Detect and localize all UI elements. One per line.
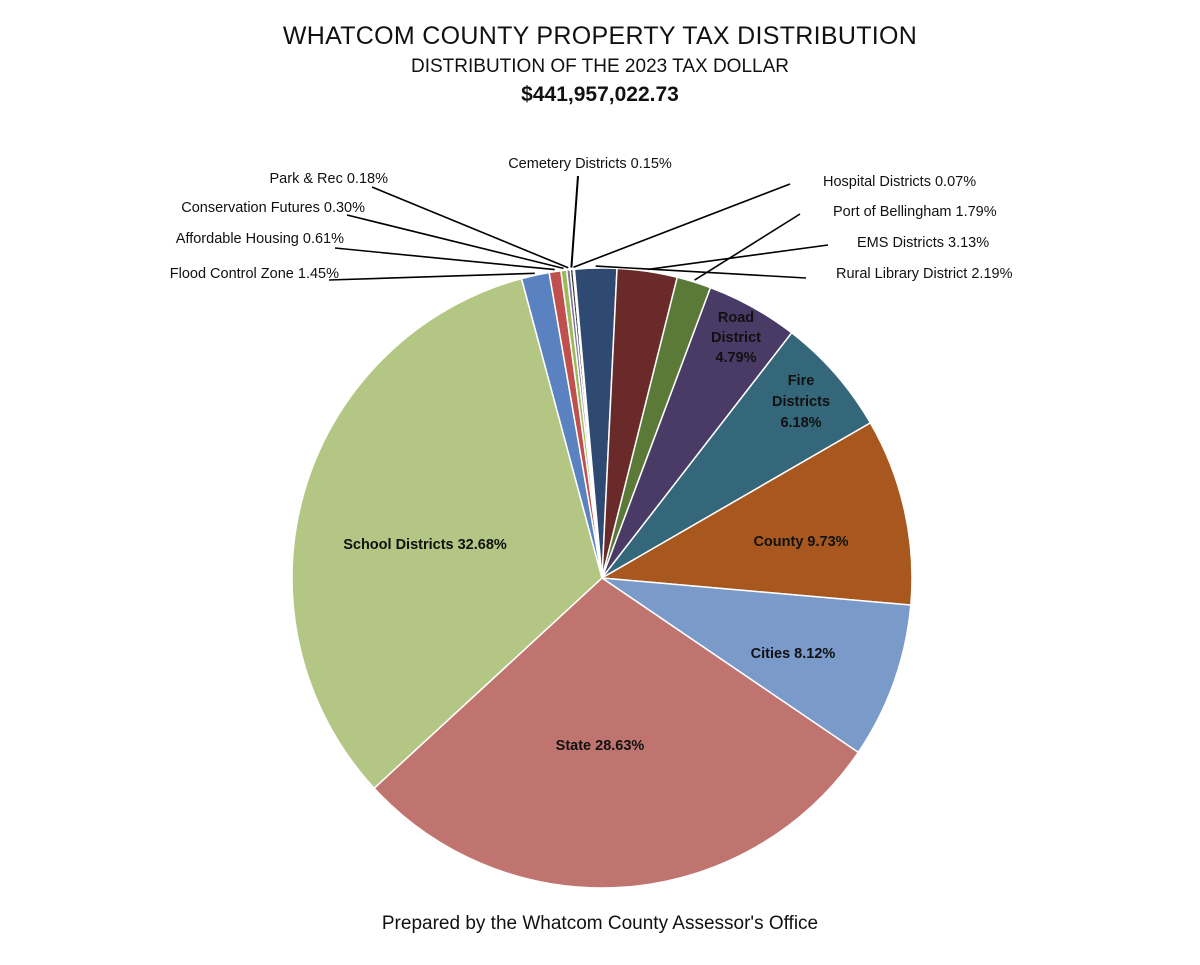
leader-line-hospital-districts: [573, 183, 791, 269]
slice-park-and-rec: [565, 268, 603, 579]
label-affordable-housing: Affordable Housing 0.61%: [176, 231, 344, 247]
label-conservation-futures: Conservation Futures 0.30%: [181, 200, 365, 216]
label-line: School Districts 32.68%: [343, 537, 507, 553]
slice-county: [601, 422, 913, 606]
label-cities: Cities 8.12%: [751, 646, 836, 662]
label-line: Cities 8.12%: [751, 646, 836, 662]
slice-fire-districts: [601, 332, 872, 579]
chart-subtitle: DISTRIBUTION OF THE 2023 TAX DOLLAR: [411, 56, 789, 77]
footer-credit: Prepared by the Whatcom County Assessor'…: [381, 913, 819, 934]
tax-total: $441,957,022.73: [521, 83, 679, 106]
label-hospital-districts: Hospital Districts 0.07%: [823, 174, 976, 190]
slice-labels: Cemetery Districts 0.15% Hospital Distric…: [170, 156, 1013, 754]
leader-lines: [328, 175, 829, 281]
label-line: 4.79%: [715, 350, 756, 366]
label-line: Fire: [788, 373, 815, 389]
leader-line-ems-districts: [647, 244, 829, 271]
leader-line-port-of-bellingham: [694, 213, 801, 281]
leader-line-rural-library-district: [595, 265, 807, 279]
label-rural-library-district: Rural Library District 2.19%: [836, 266, 1013, 282]
label-line: Road: [718, 310, 754, 326]
slice-cities: [601, 577, 912, 754]
label-cemetery-districts: Cemetery Districts 0.15%: [508, 156, 672, 172]
label-park-and-rec: Park & Rec 0.18%: [270, 171, 389, 187]
label-flood-control-zone: Flood Control Zone 1.45%: [170, 266, 339, 282]
leader-line-affordable-housing: [334, 247, 555, 271]
slice-state: [373, 577, 860, 889]
slice-school-districts: [291, 277, 603, 789]
label-line: 6.18%: [780, 415, 821, 431]
pie-slices: [291, 267, 913, 889]
chart-title: WHATCOM COUNTY PROPERTY TAX DISTRIBUTION: [282, 22, 918, 50]
label-county: County 9.73%: [753, 534, 848, 550]
label-line: County 9.73%: [753, 534, 848, 550]
leader-line-conservation-futures: [346, 214, 564, 270]
label-port-of-bellingham: Port of Bellingham 1.79%: [833, 204, 997, 220]
label-ems-districts: EMS Districts 3.13%: [857, 235, 989, 251]
leader-line-park-and-rec: [371, 186, 569, 269]
label-line: District: [711, 330, 761, 346]
label-state: State 28.63%: [556, 738, 645, 754]
label-road-district: Road District 4.79%: [711, 310, 761, 366]
leader-line-cemetery-districts: [570, 175, 579, 268]
label-line: Districts: [772, 394, 830, 410]
label-fire-districts: Fire Districts 6.18%: [772, 373, 830, 431]
label-school-districts: School Districts 32.68%: [343, 537, 507, 553]
label-line: State 28.63%: [556, 738, 645, 754]
leader-line-flood-control-zone: [328, 272, 535, 281]
